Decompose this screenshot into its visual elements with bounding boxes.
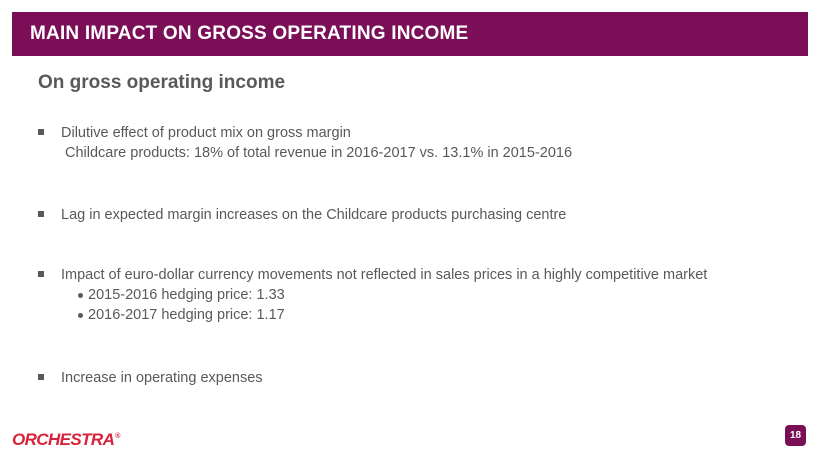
orchestra-logo: ORCHESTRA® (12, 430, 120, 450)
square-bullet-icon (38, 374, 44, 380)
square-bullet-icon (38, 129, 44, 135)
logo-text: ORCHESTRA (12, 430, 115, 449)
sub-bullet-text: 2016-2017 hedging price: 1.17 (88, 307, 285, 323)
bullet-text: Impact of euro-dollar currency movements… (61, 267, 708, 283)
bullet-item-currency: Impact of euro-dollar currency movements… (38, 265, 707, 325)
bullet-item-margin-lag: Lag in expected margin increases on the … (38, 205, 566, 225)
sub-bullet-text: 2015-2016 hedging price: 1.33 (88, 287, 285, 303)
sub-bullet-item: 2015-2016 hedging price: 1.33 (38, 285, 707, 305)
page-number-badge: 18 (785, 425, 806, 446)
bullet-text: Increase in operating expenses (61, 370, 263, 386)
bullet-item-product-mix: Dilutive effect of product mix on gross … (38, 123, 572, 163)
bullet-text: Lag in expected margin increases on the … (61, 207, 567, 223)
bullet-text: Dilutive effect of product mix on gross … (61, 125, 351, 141)
registered-mark-icon: ® (115, 433, 120, 440)
square-bullet-icon (38, 211, 44, 217)
square-bullet-icon (38, 271, 44, 277)
sub-bullet-item: 2016-2017 hedging price: 1.17 (38, 305, 707, 325)
slide-title: MAIN IMPACT ON GROSS OPERATING INCOME (30, 23, 469, 44)
section-subtitle: On gross operating income (38, 72, 286, 93)
bullet-item-expenses: Increase in operating expenses (38, 368, 263, 388)
round-bullet-icon (78, 313, 83, 318)
title-banner: MAIN IMPACT ON GROSS OPERATING INCOME (12, 12, 808, 56)
bullet-detail: Childcare products: 18% of total revenue… (65, 145, 573, 161)
round-bullet-icon (78, 293, 83, 298)
